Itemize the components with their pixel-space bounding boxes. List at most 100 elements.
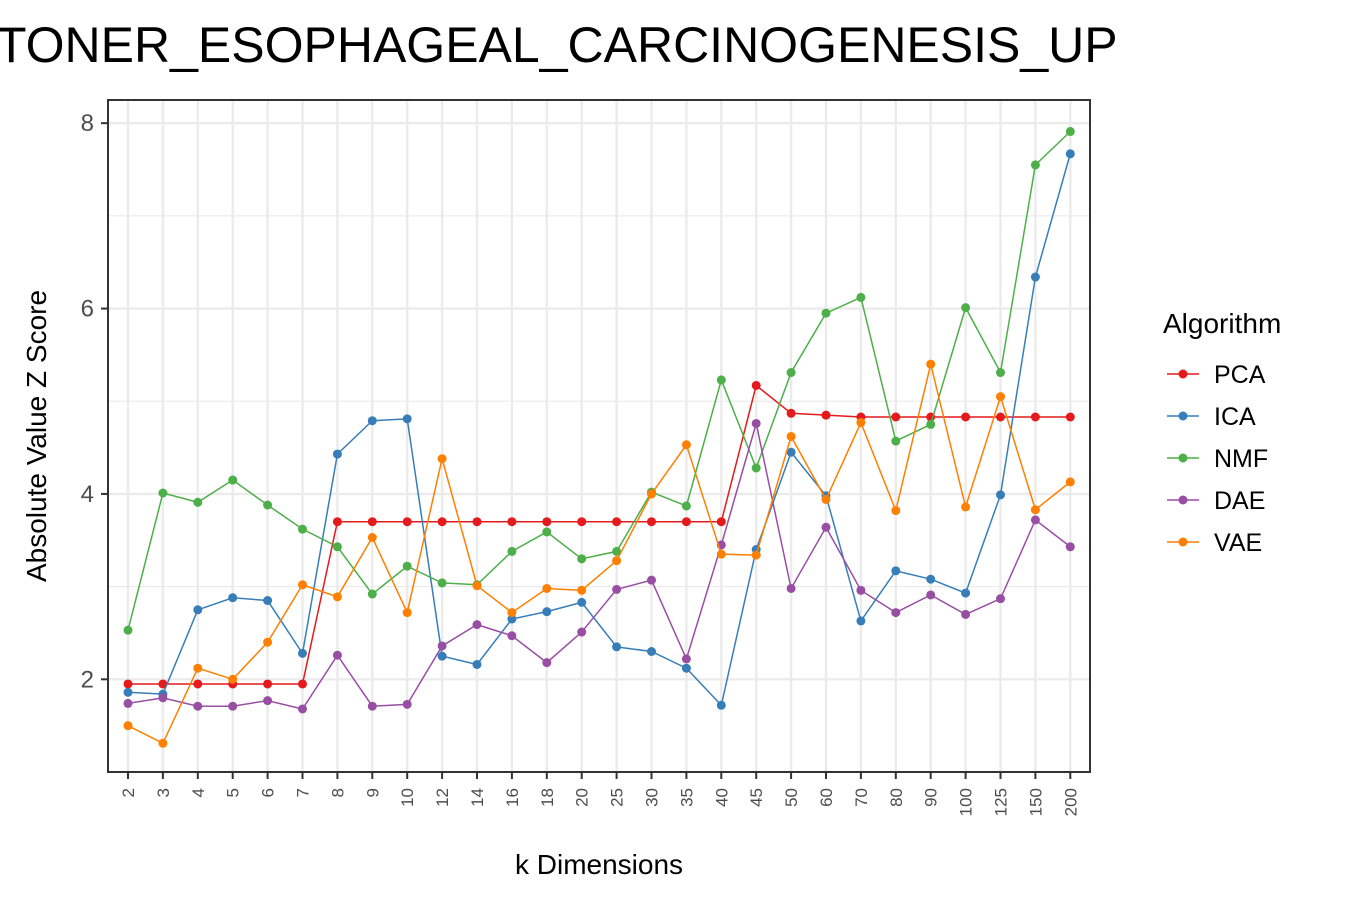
data-point-nmf — [228, 475, 238, 485]
data-point-dae — [193, 701, 203, 711]
data-point-dae — [332, 650, 342, 660]
x-tick-label: 6 — [259, 788, 278, 797]
data-point-vae — [402, 608, 412, 618]
x-tick-label: 150 — [1026, 788, 1045, 816]
x-tick-label: 18 — [538, 788, 557, 807]
x-tick-label: 3 — [154, 788, 173, 797]
data-point-dae — [996, 594, 1005, 604]
data-point-ica — [716, 700, 726, 710]
y-tick-label: 6 — [81, 296, 94, 323]
series-line-nmf — [127, 130, 1071, 631]
data-point-vae — [332, 592, 342, 602]
data-point-nmf — [681, 501, 691, 511]
data-point-nmf — [123, 625, 133, 635]
data-point-dae — [542, 658, 552, 668]
data-point-pca — [158, 679, 168, 689]
series-line-dae — [127, 423, 1071, 710]
x-tick-label: 4 — [189, 788, 208, 797]
data-point-vae — [298, 580, 307, 590]
data-point-ica — [402, 414, 412, 424]
data-point-dae — [1030, 515, 1040, 525]
data-point-vae — [193, 663, 203, 673]
data-point-nmf — [786, 368, 796, 378]
data-point-ica — [332, 449, 342, 459]
data-point-dae — [263, 696, 273, 706]
data-point-nmf — [716, 375, 726, 385]
x-tick-label: 200 — [1061, 788, 1080, 816]
x-tick-label: 25 — [608, 788, 627, 807]
legend-key-point-dae — [1178, 495, 1188, 505]
x-tick-label: 40 — [712, 788, 731, 807]
data-point-vae — [716, 549, 726, 559]
data-point-ica — [228, 593, 238, 603]
data-point-nmf — [856, 292, 866, 302]
chart-title: TONER_ESOPHAGEAL_CARCINOGENESIS_UP — [0, 17, 1118, 73]
x-axis-title: k Dimensions — [515, 849, 683, 880]
data-point-dae — [612, 584, 622, 594]
y-tick-label: 4 — [81, 481, 94, 508]
data-point-ica — [647, 647, 656, 657]
data-point-vae — [821, 494, 831, 504]
legend-label-dae: DAE — [1214, 487, 1265, 515]
data-point-pca — [542, 517, 552, 527]
data-point-ica — [681, 663, 691, 673]
data-point-ica — [996, 490, 1005, 500]
data-point-pca — [577, 517, 587, 527]
data-point-vae — [158, 738, 168, 748]
x-tick-label: 20 — [573, 788, 592, 807]
data-point-dae — [961, 609, 971, 619]
data-point-dae — [437, 641, 447, 651]
data-point-dae — [507, 631, 517, 641]
data-point-pca — [472, 517, 482, 527]
data-point-vae — [856, 418, 866, 428]
data-point-nmf — [298, 524, 307, 534]
legend-label-pca: PCA — [1214, 361, 1266, 389]
data-point-nmf — [158, 488, 168, 498]
data-point-pca — [716, 517, 726, 527]
legend-key-point-vae — [1178, 537, 1188, 547]
data-point-vae — [961, 502, 971, 512]
data-point-ica — [437, 651, 447, 661]
data-point-pca — [298, 679, 307, 689]
data-point-ica — [1065, 149, 1075, 159]
data-point-nmf — [1030, 160, 1040, 170]
x-tick-label: 2 — [119, 788, 138, 797]
data-point-nmf — [367, 589, 377, 599]
data-point-pca — [751, 380, 761, 390]
data-point-pca — [891, 412, 901, 422]
data-point-vae — [1065, 477, 1075, 487]
data-point-ica — [961, 588, 971, 598]
data-point-nmf — [402, 561, 412, 571]
x-tick-label: 10 — [398, 788, 417, 807]
x-tick-label: 80 — [887, 788, 906, 807]
data-point-vae — [542, 583, 552, 593]
data-point-pca — [123, 679, 133, 689]
data-point-ica — [472, 659, 482, 669]
data-point-ica — [123, 687, 133, 697]
x-tick-label: 30 — [643, 788, 662, 807]
x-tick-label: 12 — [433, 788, 452, 807]
x-tick-label: 7 — [294, 788, 313, 797]
data-point-pca — [996, 412, 1005, 422]
data-point-ica — [507, 614, 517, 624]
y-tick-label: 8 — [81, 110, 94, 137]
data-point-ica — [856, 616, 866, 626]
x-tick-label: 5 — [224, 788, 243, 797]
data-point-nmf — [542, 527, 552, 537]
data-point-nmf — [612, 546, 622, 556]
data-point-pca — [961, 412, 971, 422]
data-point-ica — [786, 447, 796, 457]
data-point-nmf — [437, 578, 447, 588]
data-point-pca — [1030, 412, 1040, 422]
data-point-ica — [612, 642, 622, 652]
data-point-ica — [577, 597, 587, 607]
data-point-ica — [542, 607, 552, 617]
data-point-ica — [367, 416, 377, 426]
x-tick-label: 100 — [957, 788, 976, 816]
x-tick-label: 50 — [782, 788, 801, 807]
data-point-vae — [612, 556, 622, 566]
data-point-pca — [821, 410, 831, 420]
plot-border — [107, 99, 1091, 773]
data-point-dae — [647, 575, 656, 585]
